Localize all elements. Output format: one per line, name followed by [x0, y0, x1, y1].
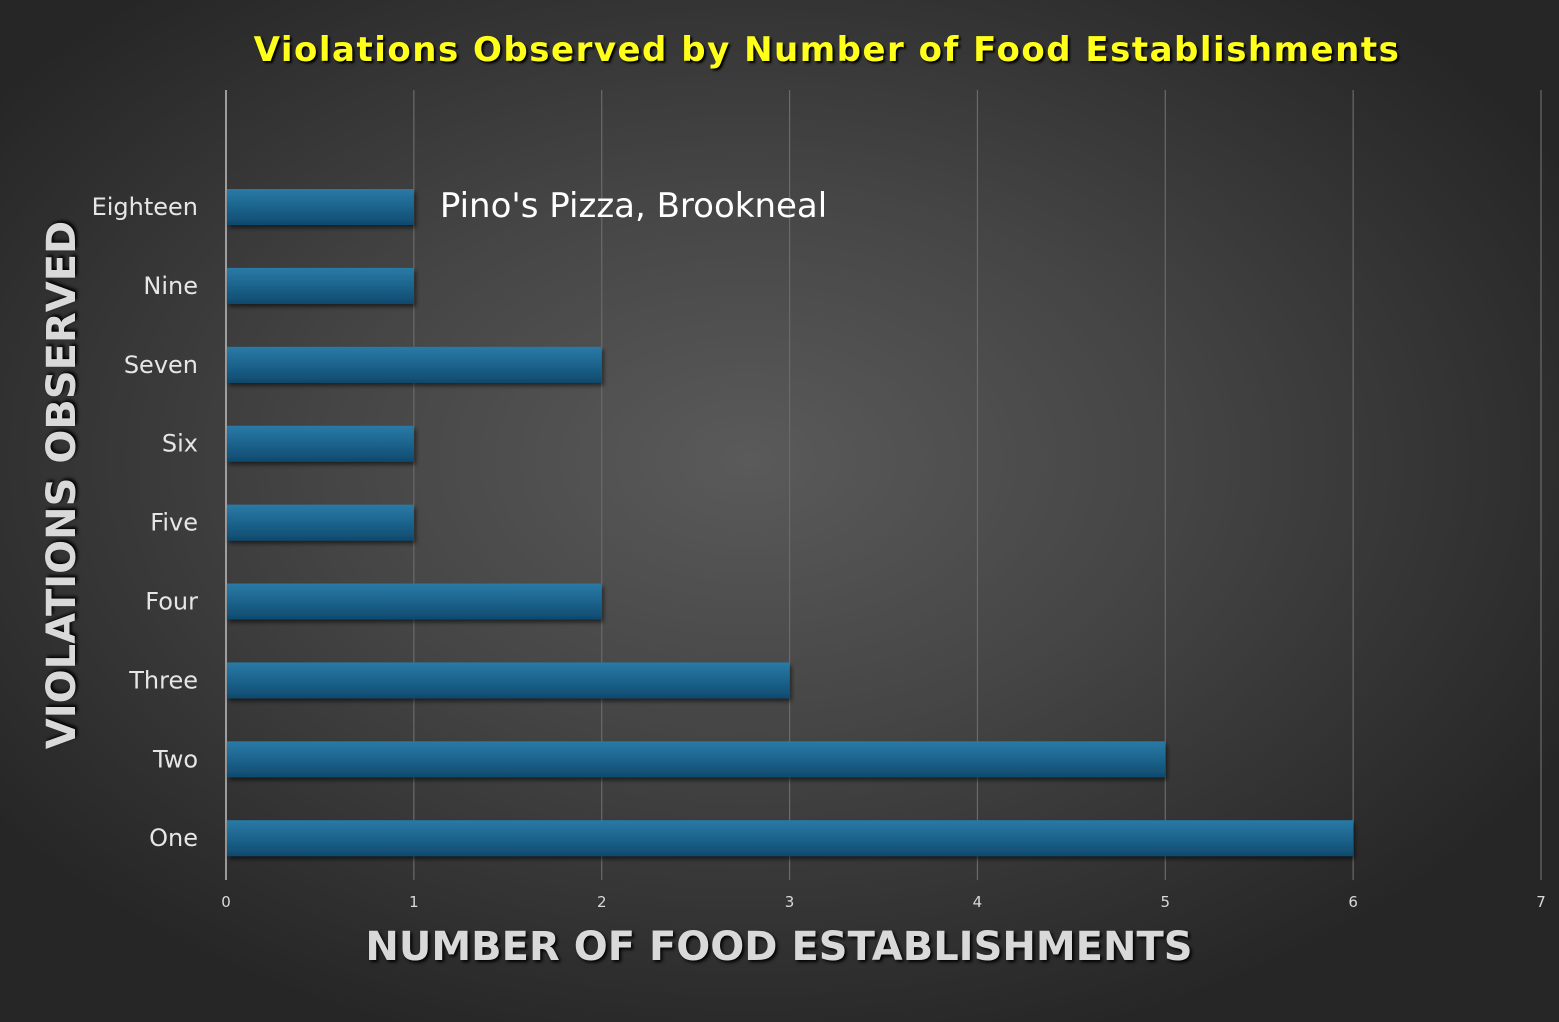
- x-tick-label: 0: [221, 893, 231, 911]
- bars: [227, 189, 1354, 857]
- bar: [227, 820, 1354, 857]
- y-category-label: Five: [150, 509, 198, 537]
- bar: [227, 741, 1166, 778]
- x-tick-labels: 0 1 2 3 4 5 6 7: [221, 893, 1546, 911]
- x-tick-label: 3: [785, 893, 795, 911]
- bar: [227, 346, 602, 383]
- chart-title: Violations Observed by Number of Food Es…: [253, 30, 1401, 70]
- bar: [227, 267, 414, 304]
- y-category-label: Seven: [124, 351, 198, 379]
- y-category-label: Three: [128, 666, 198, 694]
- y-category-label: Six: [162, 430, 198, 458]
- x-tick-label: 5: [1161, 893, 1171, 911]
- bar: [227, 504, 414, 541]
- annotation-label: Pino's Pizza, Brookneal: [440, 186, 827, 226]
- bar: [227, 425, 414, 462]
- bar: [227, 662, 790, 699]
- x-axis-title: NUMBER OF FOOD ESTABLISHMENTS: [365, 924, 1193, 970]
- annotations: Pino's Pizza, Brookneal: [440, 186, 827, 226]
- y-category-label: Four: [145, 588, 198, 616]
- y-category-label: Nine: [143, 272, 198, 300]
- y-category-label: One: [149, 824, 198, 852]
- bar: [227, 583, 602, 620]
- y-category-label: Two: [152, 745, 198, 773]
- x-tick-label: 6: [1348, 893, 1358, 911]
- y-category-label: Eighteen: [92, 193, 198, 221]
- x-tick-label: 7: [1536, 893, 1546, 911]
- x-tick-label: 2: [597, 893, 607, 911]
- bar: [227, 189, 414, 225]
- x-tick-label: 1: [409, 893, 419, 911]
- x-tick-label: 4: [973, 893, 983, 911]
- category-labels: Eighteen Nine Seven Six Five Four Three Two One: [92, 193, 199, 852]
